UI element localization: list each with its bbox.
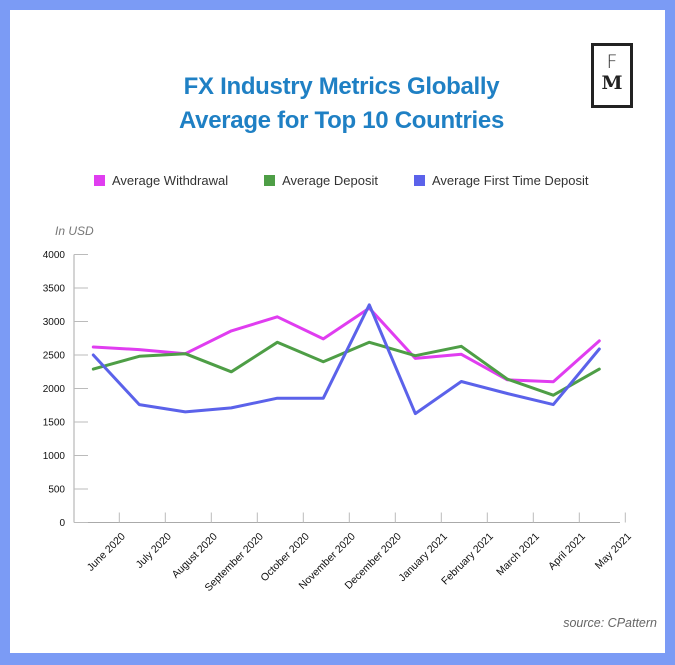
y-tick-label: 2500	[43, 351, 66, 362]
series-line-average-first-time-deposit	[91, 303, 601, 416]
y-axis-unit-label: In USD	[55, 224, 94, 238]
y-tick-label: 500	[48, 485, 65, 496]
chart-series	[91, 303, 601, 416]
legend-item-withdrawal: Average Withdrawal	[94, 173, 228, 188]
y-tick-label: 3000	[43, 317, 66, 328]
legend-item-first-time-deposit: Average First Time Deposit	[413, 173, 589, 188]
y-tick-label: 1000	[43, 451, 66, 462]
chart-legend: Average Withdrawal Average Deposit Avera…	[94, 173, 625, 188]
legend-item-deposit: Average Deposit	[264, 173, 378, 188]
chart-title-line-2: Average for Top 10 Countries	[179, 107, 504, 134]
legend-swatch-withdrawal	[94, 175, 105, 186]
source-label: source: CPattern	[563, 616, 657, 630]
legend-label-withdrawal: Average Withdrawal	[112, 173, 229, 188]
x-tick-label: August 2020	[170, 530, 220, 580]
x-tick-label: April 2021	[546, 530, 588, 572]
legend-label-deposit: Average Deposit	[282, 173, 378, 188]
y-tick-label: 4000	[43, 250, 66, 261]
logo-letter-f: F	[606, 51, 618, 73]
x-tick-label: May 2021	[593, 530, 634, 571]
x-tick-label: June 2020	[85, 530, 128, 573]
y-tick-label: 3500	[43, 284, 66, 295]
series-line-average-withdrawal	[91, 306, 601, 384]
chart-card	[10, 10, 665, 653]
y-tick-label: 2000	[43, 384, 66, 395]
y-tick-label: 1500	[43, 418, 66, 429]
legend-swatch-first-time-deposit	[413, 175, 425, 186]
chart-title-line-1: FX Industry Metrics Globally	[183, 73, 500, 100]
fm-logo: F M	[591, 43, 633, 108]
chart-title: FX Industry Metrics Globally Average for…	[0, 70, 675, 138]
y-tick-label: 0	[59, 518, 65, 529]
chart-axes: 0 500 1000 1500 2000 2500 3000 3500 4000	[43, 250, 626, 529]
x-tick-label: March 2021	[494, 530, 542, 578]
legend-swatch-deposit	[264, 175, 276, 186]
logo-letter-m: M	[601, 72, 623, 94]
legend-label-first-time-deposit: Average First Time Deposit	[431, 173, 589, 188]
x-tick-label: July 2020	[134, 530, 174, 570]
